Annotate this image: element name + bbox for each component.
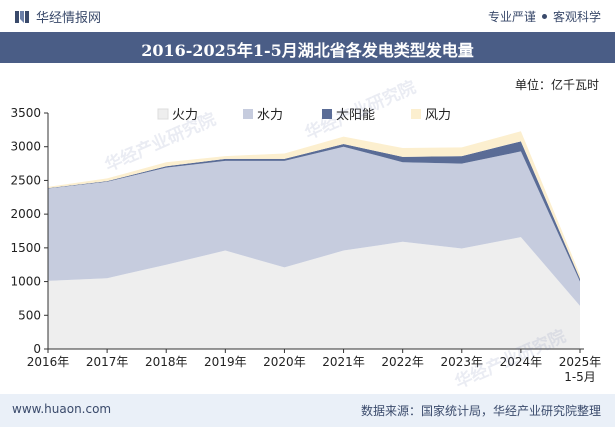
title-bar: 2016-2025年1-5月湖北省各发电类型发电量 xyxy=(0,32,615,63)
legend-label-1: 水力 xyxy=(257,108,283,123)
y-tick-label: 3500 xyxy=(10,106,41,120)
y-tick-label: 1000 xyxy=(10,275,41,289)
y-tick-label: 2000 xyxy=(10,207,41,221)
slogan: 专业严谨 客观科学 xyxy=(488,8,601,25)
x-tick-label: 2019年 xyxy=(204,355,247,369)
brand: 华经情报网 xyxy=(14,7,101,26)
x-tick-label: 2021年 xyxy=(322,355,365,369)
area-series-2 xyxy=(48,141,580,282)
x-tick-label: 2025年 xyxy=(559,355,602,369)
footer: www.huaon.com 数据来源：国家统计局，华经产业研究院整理 xyxy=(0,394,615,427)
legend-label-0: 火力 xyxy=(172,108,198,123)
x-tick-label: 2016年 xyxy=(27,355,70,369)
x-tick-label: 1-5月 xyxy=(564,370,596,384)
x-tick-label: 2024年 xyxy=(500,355,543,369)
footer-website[interactable]: www.huaon.com xyxy=(12,402,112,416)
area-series-3 xyxy=(48,131,580,279)
x-tick-label: 2018年 xyxy=(145,355,188,369)
brand-logo-icon xyxy=(15,10,29,23)
unit-label: 单位：亿千瓦时 xyxy=(514,78,599,92)
area-series-0 xyxy=(48,237,580,349)
y-tick-label: 2500 xyxy=(10,173,41,187)
legend-label-3: 风力 xyxy=(425,108,451,123)
y-tick-label: 500 xyxy=(18,308,41,322)
slogan-right: 客观科学 xyxy=(552,10,601,24)
slogan-left: 专业严谨 xyxy=(487,10,536,24)
y-tick-label: 1500 xyxy=(10,241,41,255)
area-series-1 xyxy=(48,146,580,306)
x-tick-label: 2020年 xyxy=(263,355,306,369)
footer-source: 数据来源：国家统计局，华经产业研究院整理 xyxy=(360,404,601,418)
top-bar: 华经情报网 专业严谨 客观科学 xyxy=(0,0,615,32)
legend-swatch-1 xyxy=(243,109,253,119)
legend-label-2: 太阳能 xyxy=(336,108,375,123)
legend-swatch-3 xyxy=(411,109,421,119)
dot-separator-icon xyxy=(541,14,547,19)
legend-swatch-0 xyxy=(157,108,169,120)
x-tick-label: 2017年 xyxy=(86,355,129,369)
area-chart: 0 500 1000 1500 2000 2500 3000 3500 2016年 2017年 20… xyxy=(10,106,602,384)
chart-title: 2016-2025年1-5月湖北省各发电类型发电量 xyxy=(141,41,474,60)
brand-name: 华经情报网 xyxy=(36,11,102,26)
legend-swatch-2 xyxy=(322,109,332,119)
y-tick-label: 0 xyxy=(33,342,41,356)
x-tick-label: 2023年 xyxy=(441,355,484,369)
x-tick-label: 2022年 xyxy=(381,355,424,369)
y-tick-label: 3000 xyxy=(10,140,41,154)
